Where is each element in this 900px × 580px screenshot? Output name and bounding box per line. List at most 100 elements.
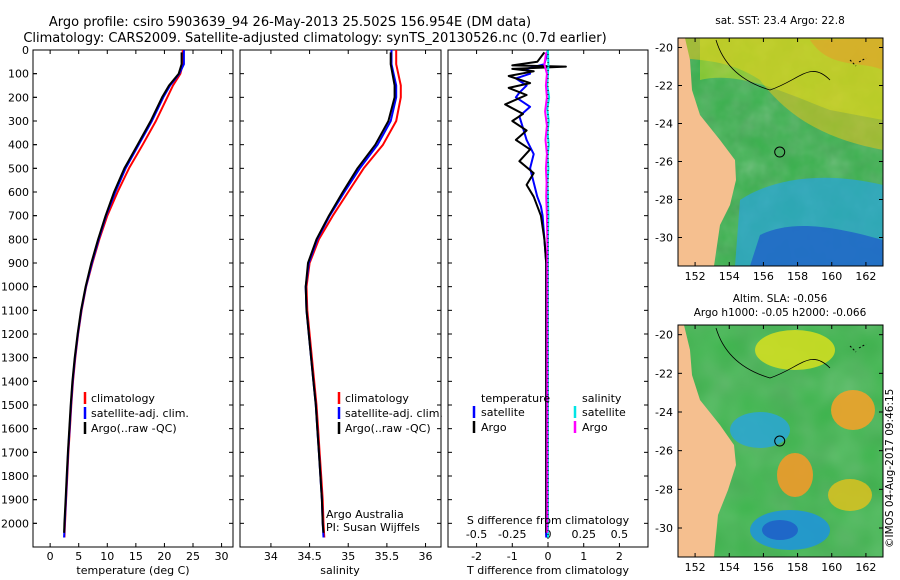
sst-hot-zone (810, 38, 883, 70)
map-x-tick-label: 160 (821, 270, 842, 283)
x-tick-label: -2 (471, 550, 482, 563)
difference-legend: temperature salinity satellite Argo sate… (472, 392, 626, 434)
sst-warm-zone (678, 38, 883, 150)
x-tick-label: 2 (616, 550, 623, 563)
sst-map-title: sat. SST: 23.4 Argo: 22.8 (715, 15, 845, 27)
x-tick-label: 34 (264, 550, 278, 563)
sla-map (678, 325, 883, 557)
series-line-argo-raw-qc- (63, 52, 183, 533)
salinity-panel-frame (239, 49, 442, 548)
s-difference-axis-label: S difference from climatology (467, 514, 630, 527)
x-tick-label: 35 (341, 550, 355, 563)
sla-map-title-line2: Argo h1000: -0.05 h2000: -0.066 (694, 307, 867, 319)
pi-label: PI: Susan Wijffels (326, 521, 420, 534)
depth-tick-label: 1600 (1, 423, 29, 436)
salinity-x-axis: 34 34.5 35 35.5 36 (264, 50, 433, 563)
x-tick-label: 30 (215, 550, 229, 563)
t-difference-x-axis: -2 -1 0 1 2 (471, 50, 623, 563)
map-x-tick-label: 152 (685, 270, 706, 283)
legend-label-t-satellite: satellite (481, 406, 525, 419)
t-difference-axis-label: T difference from climatology (466, 564, 629, 577)
temperature-legend: climatology satellite-adj. clim. Argo(..… (83, 392, 189, 435)
sst-reef-contour (715, 39, 831, 91)
x-tick-label: 15 (129, 550, 143, 563)
sla-x-axis: 152 154 156 158 160 162 (685, 325, 876, 574)
sst-x-axis: 152 154 156 158 160 162 (685, 38, 876, 283)
depth-tick-label: 300 (8, 115, 29, 128)
sla-high-3 (777, 453, 813, 497)
salinity-series (304, 50, 402, 538)
legend-label-climatology: climatology (91, 392, 155, 405)
depth-tick-label: 1700 (1, 446, 29, 459)
map-y-tick-label: -28 (655, 483, 673, 496)
sla-island-contour (849, 343, 867, 353)
sst-island-contour (849, 57, 867, 67)
difference-series (504, 49, 567, 538)
sst-float-marker (774, 146, 786, 158)
sst-map-frame (677, 37, 884, 267)
temperature-x-axis: 0 5 10 15 20 25 30 (47, 50, 229, 563)
depth-axis: 0 100 200 300 400 500 600 700 800 900 1000 1100 1200… (1, 44, 648, 530)
sla-high-2 (831, 390, 875, 430)
figure-title-line1: Argo profile: csiro 5903639_94 26-May-20… (49, 15, 531, 30)
depth-tick-label: 1800 (1, 470, 29, 483)
series-line-satellite-adj-clim- (63, 50, 185, 538)
sla-high-4 (828, 479, 872, 511)
x-tick-label: 25 (186, 550, 200, 563)
legend-label-argo: Argo(..raw -QC) (345, 422, 431, 435)
map-x-tick-label: 152 (685, 561, 706, 574)
figure-title-line2: Climatology: CARS2009. Satellite-adjuste… (23, 31, 606, 46)
x-tick-label: 1 (580, 550, 587, 563)
depth-tick-label: 2000 (1, 517, 29, 530)
depth-tick-label: 700 (8, 210, 29, 223)
depth-tick-label: 1200 (1, 328, 29, 341)
map-x-tick-label: 162 (855, 270, 876, 283)
map-y-tick-label: -20 (655, 329, 673, 342)
sla-reef-contour (715, 327, 831, 379)
series-line-s-argo (543, 52, 549, 533)
legend-title-temperature: temperature (481, 392, 550, 405)
x-tick-label: 20 (157, 550, 171, 563)
sla-y-axis: -20 -22 -24 -26 -28 -30 (655, 329, 883, 535)
series-line-t-argo (504, 51, 567, 533)
series-line-climatology (63, 50, 184, 538)
map-x-tick-label: 158 (787, 561, 808, 574)
depth-tick-label: 100 (8, 68, 29, 81)
x-tick-label: 34.5 (297, 550, 322, 563)
map-y-tick-label: -20 (655, 42, 673, 55)
s-tick-label: 0.5 (611, 528, 629, 541)
depth-tick-label: 900 (8, 257, 29, 270)
sst-y-axis: -20 -22 -24 -26 -28 -30 (655, 42, 883, 245)
legend-label-argo: Argo(..raw -QC) (91, 422, 177, 435)
map-y-tick-label: -30 (655, 522, 673, 535)
s-tick-label: -0.25 (498, 528, 526, 541)
legend-label-satellite: satellite-adj. clim. (91, 407, 189, 420)
depth-tick-label: 1900 (1, 494, 29, 507)
depth-tick-label: 1300 (1, 352, 29, 365)
sla-map-frame (677, 324, 884, 558)
x-tick-label: 0 (545, 550, 552, 563)
map-y-tick-label: -28 (655, 194, 673, 207)
map-y-tick-label: -22 (655, 80, 673, 93)
legend-label-satellite: satellite-adj. clim. (345, 407, 443, 420)
x-tick-label: 35.5 (375, 550, 400, 563)
sla-map-title-line1: Altim. SLA: -0.056 (733, 293, 828, 305)
salinity-axis-label: salinity (320, 564, 360, 577)
x-tick-label: 36 (419, 550, 433, 563)
depth-tick-label: 800 (8, 233, 29, 246)
map-x-tick-label: 156 (753, 561, 774, 574)
depth-tick-label: 1100 (1, 304, 29, 317)
legend-label-s-satellite: satellite (582, 406, 626, 419)
depth-tick-label: 600 (8, 186, 29, 199)
s-tick-label: -0.5 (466, 528, 487, 541)
argo-australia-label: Argo Australia (326, 508, 404, 521)
legend-label-climatology: climatology (345, 392, 409, 405)
sst-map (678, 38, 883, 266)
map-x-tick-label: 154 (719, 561, 740, 574)
series-line-t-satellite (514, 49, 549, 538)
legend-label-s-argo: Argo (582, 421, 608, 434)
imos-watermark: ©IMOS 04-Aug-2017 09:46:15 (884, 389, 896, 548)
temperature-series (63, 50, 185, 538)
sst-land (678, 38, 736, 266)
